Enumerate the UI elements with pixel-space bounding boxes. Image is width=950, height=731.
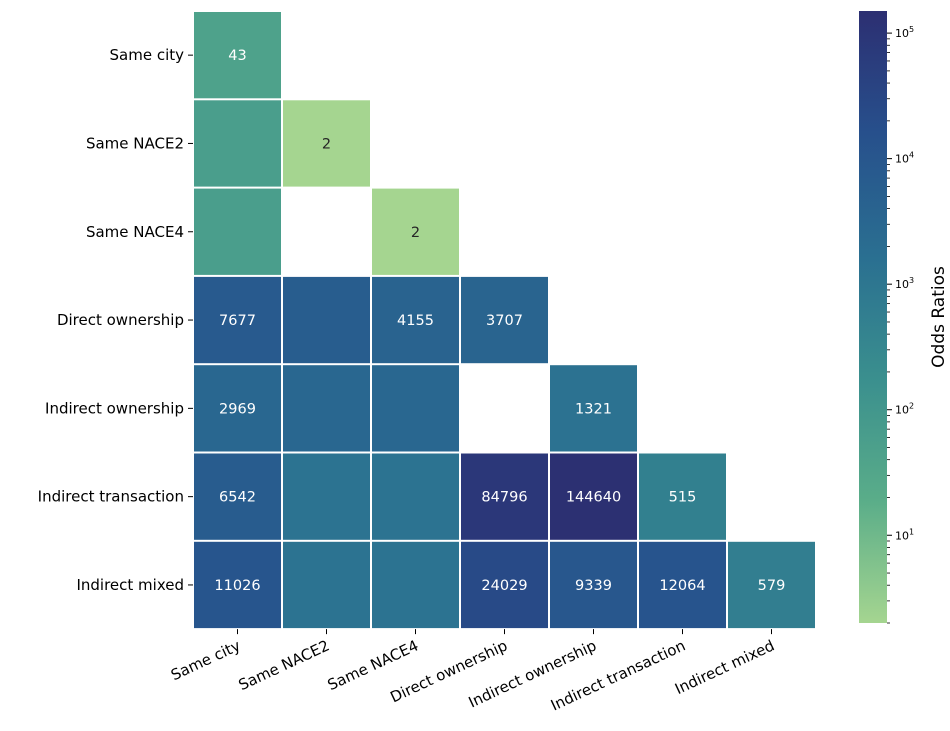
- cell-value-label: 2969: [219, 401, 256, 417]
- x-tick-label: Indirect mixed: [672, 636, 777, 698]
- heatmap-cell-rect: [461, 541, 548, 629]
- y-tick-label: Direct ownership: [57, 311, 184, 329]
- cell-value-label: 2: [411, 225, 420, 241]
- cell-value-label: 12064: [659, 578, 705, 594]
- heatmap-cell: [372, 365, 459, 452]
- heatmap-cell-rect: [372, 365, 459, 452]
- heatmap-cell-rect: [550, 541, 637, 629]
- cell-value-label: 7677: [219, 313, 256, 329]
- y-tick-label: Indirect ownership: [45, 399, 184, 417]
- heatmap-cell-rect: [461, 453, 548, 540]
- heatmap-cell-rect: [372, 188, 459, 275]
- heatmap-cell: [283, 276, 370, 364]
- heatmap-cell: 84796: [461, 453, 548, 540]
- cell-value-label: 3707: [486, 313, 523, 329]
- heatmap-cell-rect: [372, 276, 459, 364]
- heatmap-cell-rect: [728, 541, 815, 629]
- heatmap-cell: 4155: [372, 276, 459, 364]
- heatmap-cell-rect: [639, 541, 726, 629]
- heatmap-cell-rect: [194, 365, 281, 452]
- cell-value-label: 2: [322, 136, 331, 152]
- heatmap-cell-rect: [461, 276, 548, 364]
- y-tick-label: Indirect transaction: [38, 488, 184, 506]
- cell-value-label: 144640: [566, 490, 621, 506]
- cells-layer: 43 2 2 7677 4155 3707 2969 1321 6542 84796 144640 5…: [194, 12, 815, 629]
- heatmap-cell-rect: [550, 365, 637, 452]
- heatmap-cell: 12064: [639, 541, 726, 629]
- y-tick-label: Same city: [110, 46, 185, 64]
- colorbar-tick-label: 103: [895, 276, 914, 291]
- colorbar-tick-label: 102: [895, 402, 914, 417]
- heatmap-cell-rect: [372, 541, 459, 629]
- y-tick-label: Indirect mixed: [76, 576, 184, 594]
- x-tick-label: Same NACE2: [236, 636, 332, 694]
- heatmap-cell: 2: [372, 188, 459, 275]
- heatmap-cell: 144640: [550, 453, 637, 540]
- heatmap-cell: [283, 365, 370, 452]
- heatmap-cell-rect: [194, 188, 281, 275]
- x-tick-label: Same city: [168, 636, 243, 684]
- heatmap-cell: 6542: [194, 453, 281, 540]
- colorbar-tick-label: 105: [895, 25, 914, 40]
- colorbar: 101 102 103 104 105 Odds Ratios: [859, 11, 949, 624]
- colorbar-tick-label: 104: [895, 151, 914, 166]
- cell-value-label: 11026: [214, 578, 260, 594]
- heatmap-cell-rect: [194, 541, 281, 629]
- heatmap-cell-rect: [283, 453, 370, 540]
- heatmap-cell: [194, 188, 281, 275]
- heatmap-cell: 9339: [550, 541, 637, 629]
- heatmap-cell: [283, 541, 370, 629]
- heatmap-cell: 579: [728, 541, 815, 629]
- heatmap-cell: 11026: [194, 541, 281, 629]
- cell-value-label: 6542: [219, 490, 256, 506]
- colorbar-tick-label: 101: [895, 527, 914, 542]
- heatmap-cell-rect: [283, 365, 370, 452]
- cell-value-label: 4155: [397, 313, 434, 329]
- heatmap-cell: 7677: [194, 276, 281, 364]
- heatmap-cell-rect: [283, 276, 370, 364]
- heatmap-cell-rect: [550, 453, 637, 540]
- cell-value-label: 1321: [575, 401, 612, 417]
- cell-value-label: 579: [758, 578, 786, 594]
- cell-value-label: 9339: [575, 578, 612, 594]
- heatmap-cell: 3707: [461, 276, 548, 364]
- cell-value-label: 515: [669, 490, 697, 506]
- heatmap-cell-rect: [283, 541, 370, 629]
- heatmap-cell-rect: [639, 453, 726, 540]
- heatmap-cell: 24029: [461, 541, 548, 629]
- heatmap-cell-rect: [372, 453, 459, 540]
- heatmap-cell-rect: [194, 453, 281, 540]
- heatmap-cell: [372, 541, 459, 629]
- heatmap-cell: [283, 453, 370, 540]
- heatmap-cell: 2969: [194, 365, 281, 452]
- heatmap-cell-rect: [283, 100, 370, 187]
- heatmap-cell: [194, 100, 281, 187]
- heatmap-cell: 515: [639, 453, 726, 540]
- heatmap-cell: [372, 453, 459, 540]
- heatmap-cell: 1321: [550, 365, 637, 452]
- cell-value-label: 84796: [481, 490, 527, 506]
- heatmap-cell: 2: [283, 100, 370, 187]
- colorbar-bar: [859, 11, 887, 623]
- y-tick-label: Same NACE2: [86, 134, 184, 152]
- heatmap-cell-rect: [194, 12, 281, 99]
- heatmap-cell-rect: [194, 276, 281, 364]
- cell-value-label: 43: [228, 48, 246, 64]
- colorbar-title: Odds Ratios: [929, 266, 949, 368]
- heatmap-cell-rect: [194, 100, 281, 187]
- cell-value-label: 24029: [481, 578, 527, 594]
- heatmap-cell: 43: [194, 12, 281, 99]
- y-tick-label: Same NACE4: [86, 223, 184, 241]
